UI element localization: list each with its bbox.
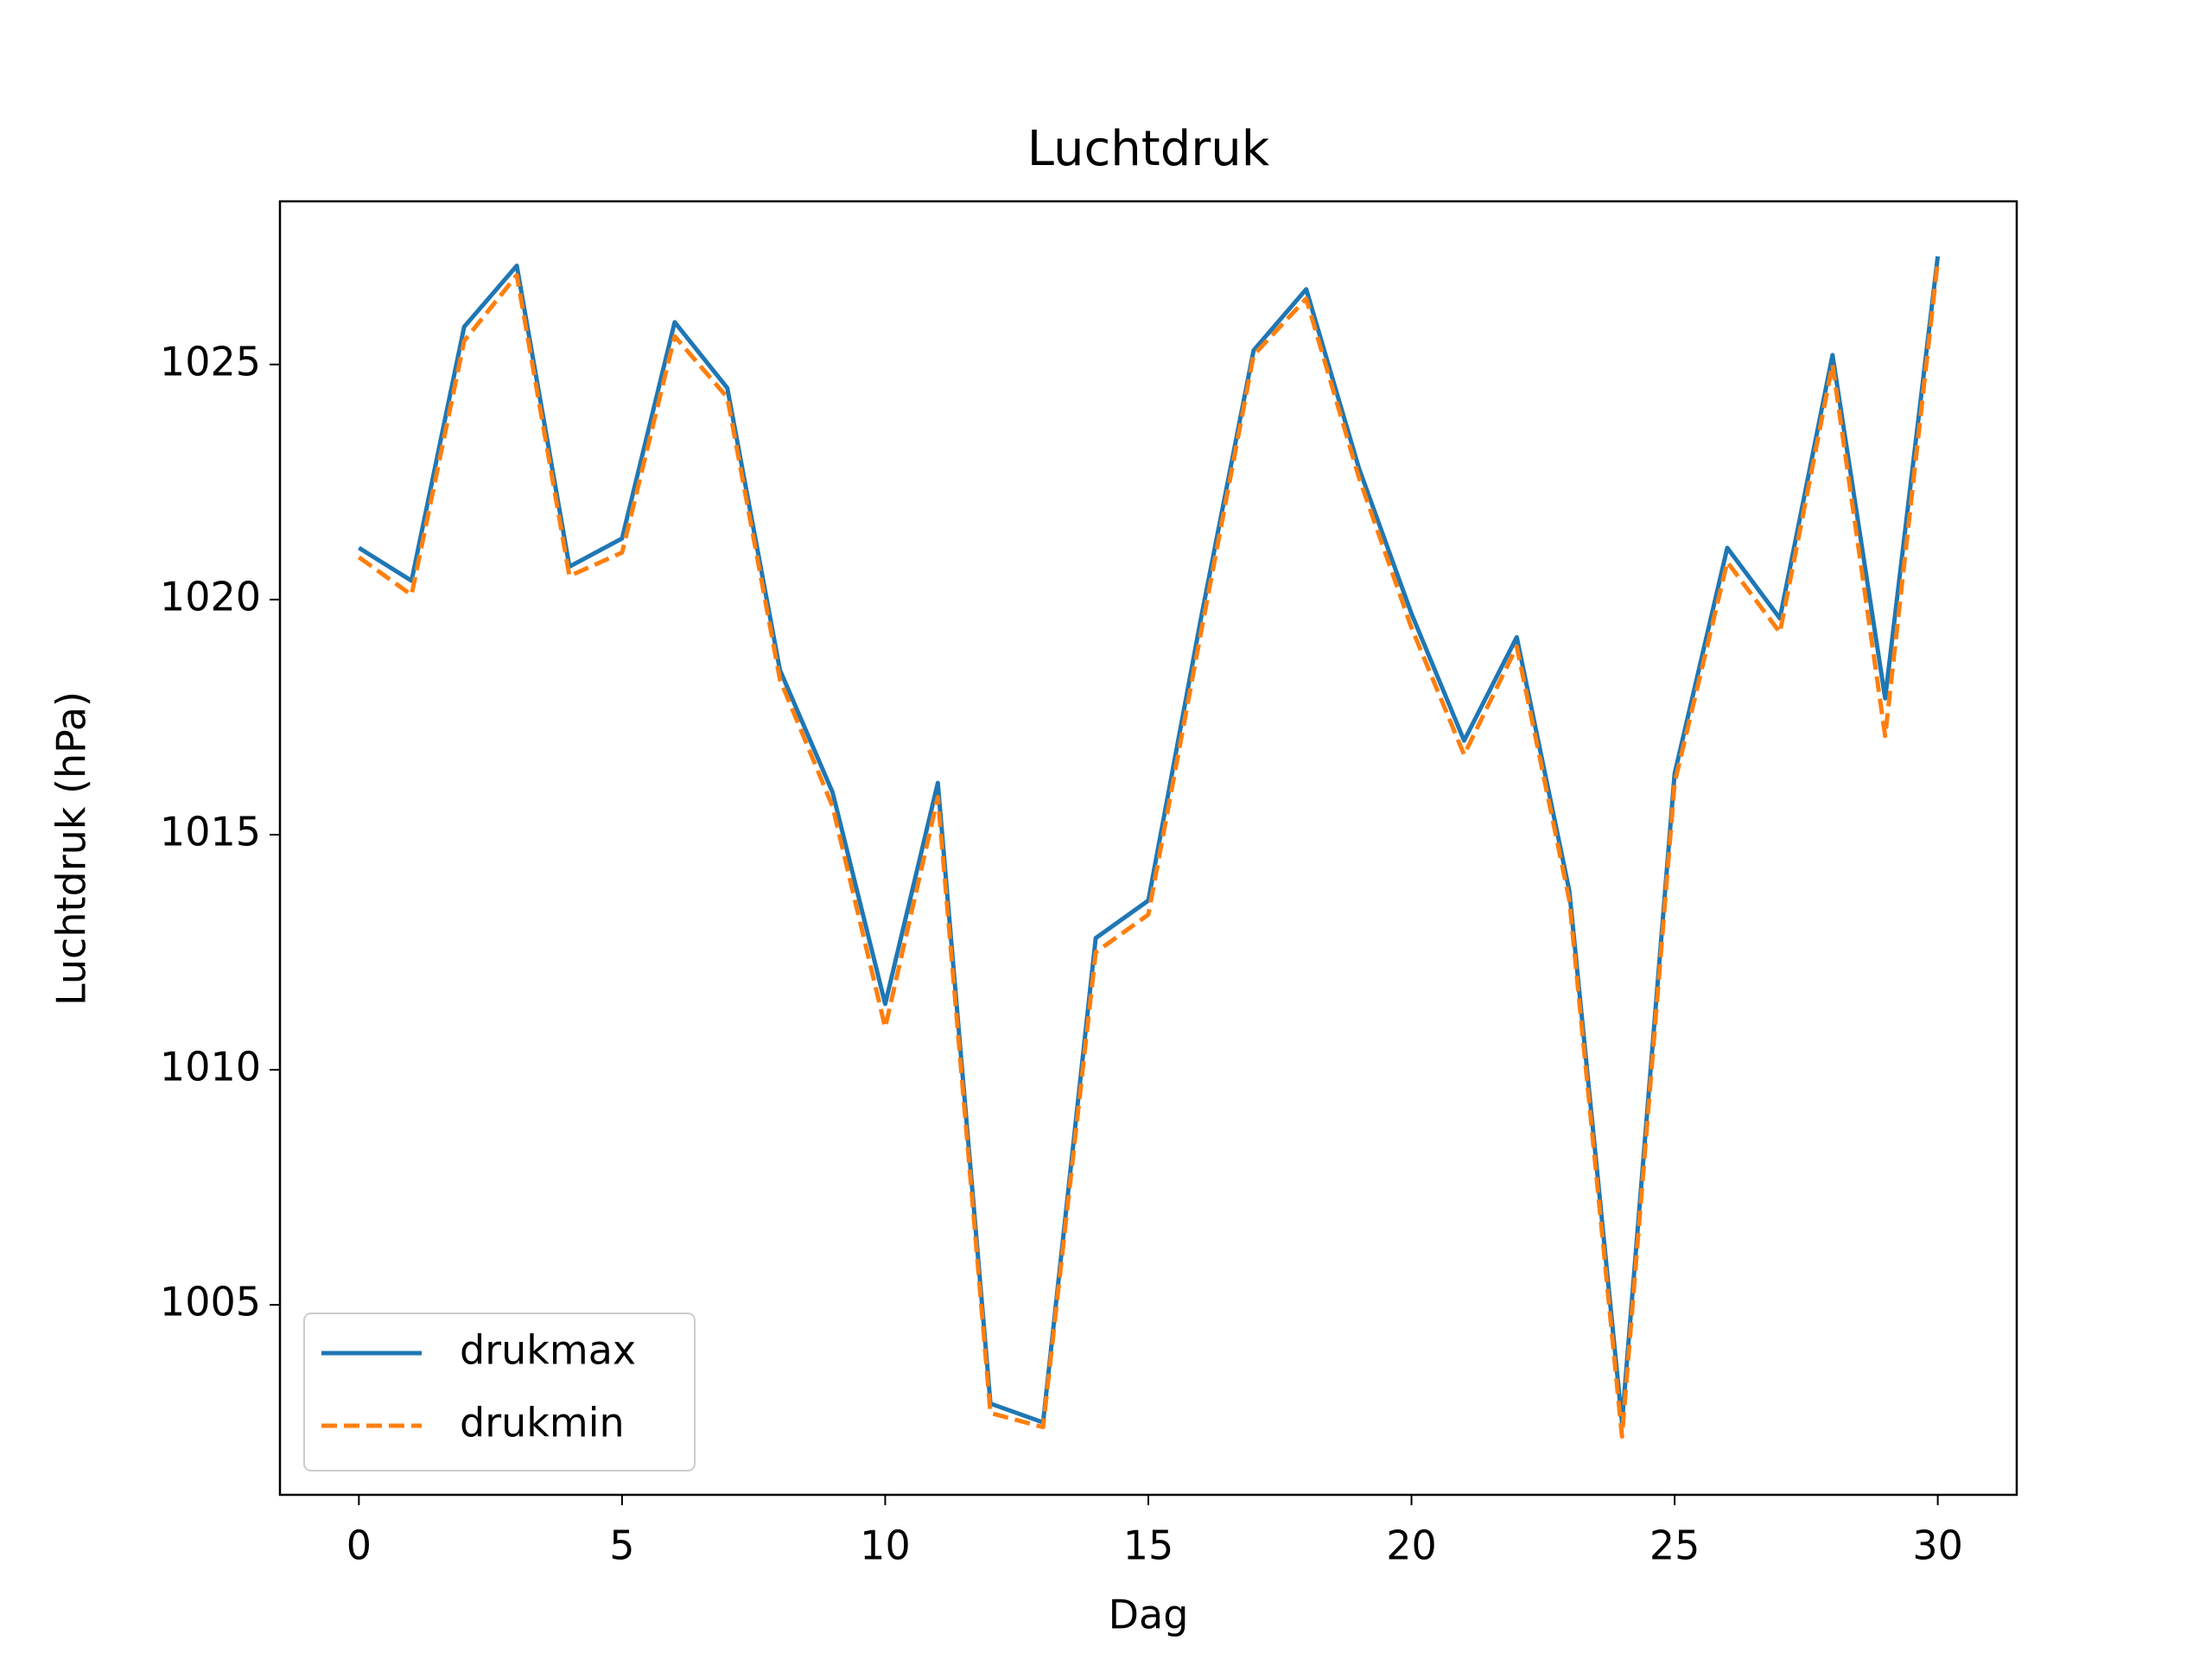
x-tick-label: 0 bbox=[346, 1522, 372, 1569]
line-series bbox=[358, 256, 1941, 1425]
x-tick-label: 20 bbox=[1386, 1522, 1437, 1569]
x-axis-label: Dag bbox=[1109, 1592, 1189, 1638]
chart-title: Luchtdruk bbox=[1027, 121, 1270, 177]
y-tick-label: 1005 bbox=[160, 1279, 261, 1325]
y-tick-label: 1020 bbox=[160, 573, 261, 620]
x-tick-label: 5 bbox=[609, 1522, 634, 1569]
y-tick-label: 1010 bbox=[160, 1044, 261, 1090]
y-tick-label: 1015 bbox=[160, 808, 261, 855]
legend-label: drukmin bbox=[460, 1400, 625, 1446]
line-series bbox=[357, 260, 1941, 1440]
x-tick-label: 10 bbox=[860, 1522, 911, 1569]
x-tick-label: 25 bbox=[1649, 1522, 1700, 1569]
x-tick-label: 30 bbox=[1912, 1522, 1963, 1569]
x-tick-label: 15 bbox=[1123, 1522, 1174, 1569]
legend-label: drukmax bbox=[460, 1327, 636, 1374]
y-axis-label: Luchtdruk (hPa) bbox=[48, 691, 95, 1006]
y-tick-label: 1025 bbox=[160, 338, 261, 385]
plot-frame bbox=[278, 200, 2018, 1497]
